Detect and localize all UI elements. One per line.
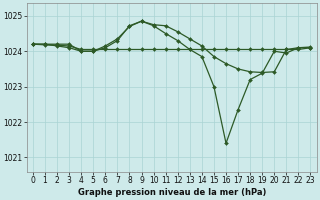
X-axis label: Graphe pression niveau de la mer (hPa): Graphe pression niveau de la mer (hPa) <box>77 188 266 197</box>
